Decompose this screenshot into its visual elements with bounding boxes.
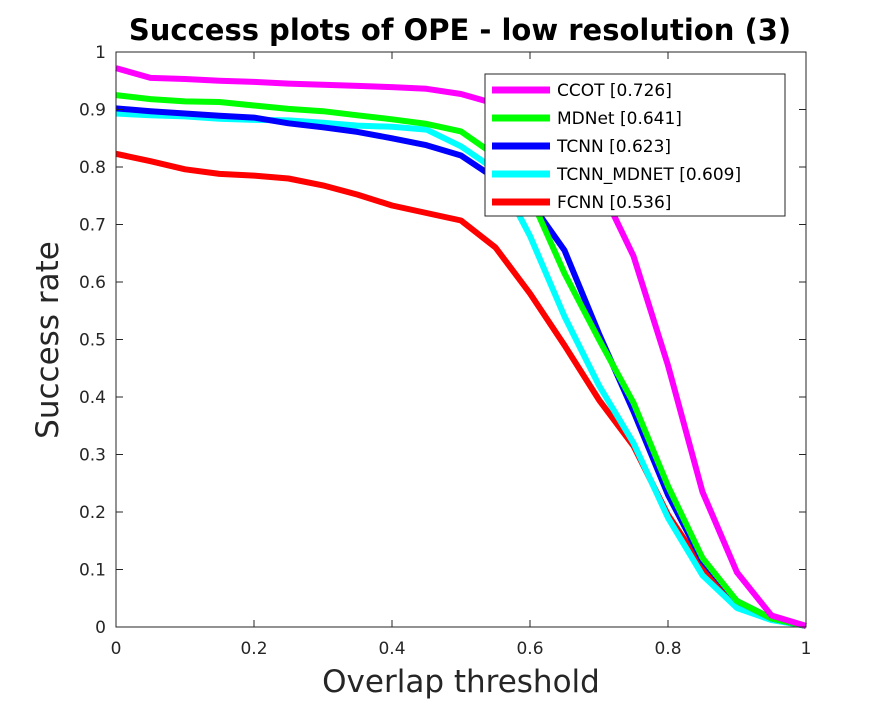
chart-title: Success plots of OPE - low resolution (3…: [129, 13, 791, 47]
y-tick-label: 0.2: [79, 503, 106, 523]
legend-entry-label: CCOT [0.726]: [557, 81, 672, 101]
y-tick-label: 0.5: [79, 331, 106, 351]
series-line-fcnn: [115, 150, 807, 629]
y-tick-label: 0.7: [79, 216, 106, 236]
series-line-mdnet: [115, 92, 807, 629]
y-tick-label: 0.1: [79, 561, 106, 581]
legend-entry-label: TCNN [0.623]: [556, 137, 671, 157]
x-axis-label: Overlap threshold: [322, 664, 600, 700]
legend: CCOT [0.726] MDNet [0.641] TCNN [0.623] TCN…: [484, 73, 786, 217]
series-layer: [115, 65, 807, 629]
y-tick-label: 0: [95, 618, 106, 638]
legend-entry-label: MDNet [0.641]: [557, 109, 682, 129]
x-tick-label: 0.6: [516, 639, 543, 659]
x-tick-label: 0.8: [654, 639, 681, 659]
y-tick-label: 0.3: [79, 446, 106, 466]
y-tick-label: 0.4: [79, 388, 106, 408]
x-tick-label: 1: [801, 639, 812, 659]
series-line-ccot: [115, 65, 807, 629]
y-tick-label: 0.9: [79, 101, 106, 121]
x-tick-label: 0.4: [378, 639, 405, 659]
y-tick-label: 1: [95, 43, 106, 63]
y-axis-label: Success rate: [30, 241, 66, 439]
y-tick-label: 0.6: [79, 273, 106, 293]
legend-entry-label: TCNN_MDNET [0.609]: [556, 165, 741, 185]
x-tick-label: 0.2: [240, 639, 267, 659]
ticks-layer: 0 0.2 0.4 0.6 0.8 1 0 0.1 0.2 0.3 0.4 0.5 0.6 0.7 0.8 0…: [79, 43, 811, 659]
legend-entry-label: FCNN [0.536]: [557, 193, 671, 213]
x-tick-label: 0: [111, 639, 122, 659]
y-tick-label: 0.8: [79, 158, 106, 178]
